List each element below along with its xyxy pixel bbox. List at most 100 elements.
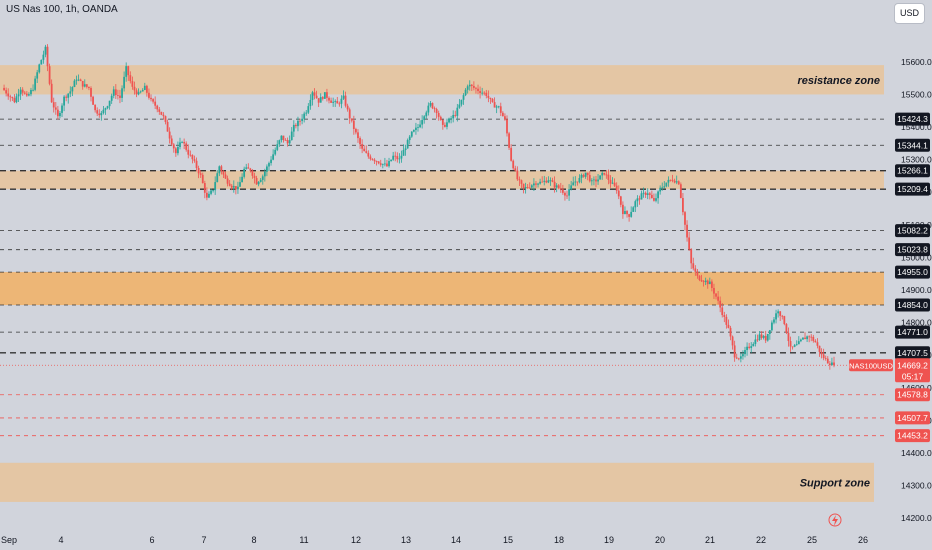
candle-body bbox=[764, 335, 767, 341]
candle-body bbox=[108, 100, 111, 107]
candle-body bbox=[789, 341, 792, 347]
candle-body bbox=[528, 187, 531, 189]
candle-body bbox=[294, 124, 297, 127]
candle-body bbox=[516, 170, 519, 180]
candle-body bbox=[92, 96, 94, 105]
candle-body bbox=[572, 182, 575, 186]
candle-body bbox=[187, 149, 190, 155]
candle-body bbox=[148, 92, 150, 98]
candle-body bbox=[247, 167, 250, 169]
candle-body bbox=[824, 358, 827, 359]
candle-body bbox=[816, 342, 819, 346]
candle-body bbox=[454, 114, 457, 116]
candle-body bbox=[170, 138, 173, 145]
candle-body bbox=[13, 98, 16, 103]
candle-body bbox=[145, 85, 148, 93]
candle-body bbox=[561, 189, 564, 193]
candle-body bbox=[106, 106, 109, 109]
candle-body bbox=[708, 281, 711, 285]
y-tick-label: 14800.0 bbox=[901, 318, 932, 328]
candle-body bbox=[448, 118, 450, 123]
candle-body bbox=[717, 296, 719, 301]
candle-body bbox=[704, 280, 707, 283]
level-tag-label: 15424.3 bbox=[897, 114, 928, 124]
candle-body bbox=[783, 316, 786, 325]
candle-body bbox=[71, 86, 74, 92]
candle-body bbox=[477, 88, 479, 92]
candle-body bbox=[423, 116, 426, 121]
candle-body bbox=[441, 119, 444, 125]
candle-body bbox=[228, 183, 231, 186]
candle-body bbox=[615, 185, 618, 191]
candle-body bbox=[135, 90, 138, 95]
candle-body bbox=[719, 300, 722, 308]
candle-body bbox=[624, 211, 626, 215]
candle-body bbox=[522, 183, 525, 189]
candle-body bbox=[518, 179, 521, 181]
candle-body bbox=[568, 189, 570, 196]
candle-body bbox=[117, 95, 119, 96]
candle-body bbox=[303, 113, 306, 119]
candle-body bbox=[684, 212, 686, 225]
candle-body bbox=[545, 180, 548, 183]
x-tick-label: 22 bbox=[756, 535, 766, 545]
currency-button[interactable]: USD bbox=[894, 3, 925, 24]
candle-body bbox=[123, 76, 126, 89]
candle-body bbox=[139, 91, 142, 93]
candle-body bbox=[597, 179, 599, 182]
candle-body bbox=[373, 159, 376, 162]
candle-body bbox=[323, 92, 326, 99]
candle-body bbox=[613, 182, 616, 186]
zone-band bbox=[0, 462, 874, 502]
candle-body bbox=[112, 89, 115, 96]
candle-body bbox=[133, 86, 136, 91]
candle-body bbox=[205, 192, 208, 198]
candle-body bbox=[826, 358, 829, 364]
candle-body bbox=[143, 85, 146, 90]
candle-body bbox=[386, 163, 388, 167]
candle-body bbox=[671, 179, 674, 181]
candle-body bbox=[334, 101, 337, 102]
current-price-countdown: 05:17 bbox=[902, 371, 924, 381]
candle-body bbox=[379, 163, 382, 165]
candle-body bbox=[590, 180, 593, 182]
x-tick-label: 18 bbox=[554, 535, 564, 545]
candle-body bbox=[578, 177, 581, 183]
candle-body bbox=[317, 98, 320, 103]
candle-body bbox=[346, 105, 349, 110]
level-tag-label: 14854.0 bbox=[897, 300, 928, 310]
candle-body bbox=[588, 175, 591, 182]
candle-body bbox=[421, 120, 424, 125]
candle-body bbox=[5, 90, 8, 94]
candle-body bbox=[564, 192, 566, 196]
candle-body bbox=[21, 89, 24, 93]
level-tag bbox=[895, 164, 930, 178]
candle-body bbox=[621, 204, 624, 215]
candle-body bbox=[607, 174, 610, 180]
candle-body bbox=[83, 84, 86, 87]
candle-body bbox=[152, 99, 154, 102]
current-price-tag bbox=[895, 358, 930, 383]
candle-body bbox=[350, 118, 353, 121]
candle-body bbox=[284, 139, 287, 141]
candle-body bbox=[168, 131, 171, 139]
candle-body bbox=[646, 193, 649, 195]
y-tick-label: 14600.0 bbox=[901, 383, 932, 393]
candle-body bbox=[253, 175, 256, 178]
current-price-value: 14669.2 bbox=[897, 360, 928, 370]
level-tag-label: 14578.8 bbox=[897, 390, 928, 400]
candle-body bbox=[733, 345, 736, 358]
candle-body bbox=[75, 79, 78, 81]
candle-body bbox=[377, 161, 380, 164]
candle-body bbox=[818, 345, 821, 352]
candle-body bbox=[412, 130, 415, 132]
x-tick-label: 26 bbox=[858, 535, 868, 545]
candle-body bbox=[330, 100, 332, 103]
candle-body bbox=[282, 135, 285, 140]
candle-body bbox=[609, 179, 612, 184]
candle-body bbox=[700, 280, 703, 282]
candle-body bbox=[822, 354, 825, 359]
candle-body bbox=[808, 336, 811, 338]
candle-body bbox=[750, 346, 753, 348]
